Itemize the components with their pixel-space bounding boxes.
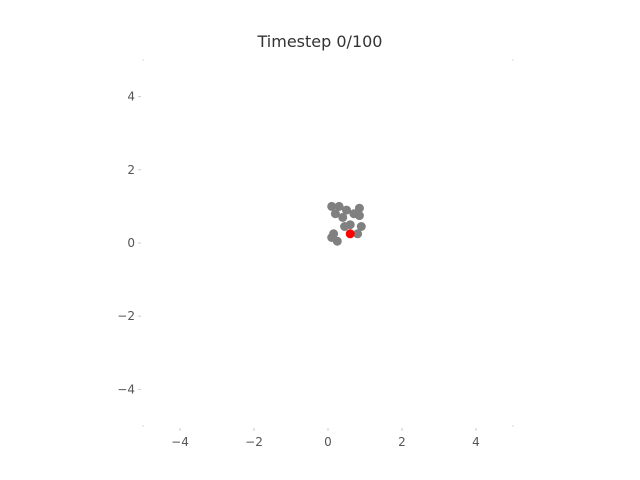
grey-data-point bbox=[354, 211, 364, 221]
axes-corner-mark bbox=[142, 59, 144, 61]
grey-data-point bbox=[338, 212, 348, 222]
y-tick-label: −4 bbox=[117, 382, 135, 396]
axes-corner-mark bbox=[512, 59, 514, 61]
x-tick-label: 0 bbox=[324, 435, 332, 449]
grey-data-point bbox=[332, 236, 342, 246]
y-tick-label: 4 bbox=[127, 90, 135, 104]
data-points bbox=[327, 201, 366, 246]
red-data-point bbox=[345, 229, 355, 239]
axis-ticks: −4 −2 0 2 4 −4 −2 0 2 4 bbox=[117, 59, 514, 449]
x-tick-label: 2 bbox=[398, 435, 406, 449]
chart-title: Timestep 0/100 bbox=[257, 32, 383, 51]
grey-data-point bbox=[353, 229, 363, 239]
axes-corner-mark bbox=[512, 425, 514, 427]
grey-data-point bbox=[356, 222, 366, 231]
grey-data-point bbox=[334, 201, 344, 211]
grey-data-point bbox=[330, 209, 340, 219]
x-tick-label: −2 bbox=[245, 435, 263, 449]
x-tick-label: −4 bbox=[171, 435, 189, 449]
grey-data-point bbox=[340, 222, 350, 231]
y-tick-label: 0 bbox=[127, 236, 135, 250]
x-tick-label: 4 bbox=[472, 435, 480, 449]
grey-data-point bbox=[354, 203, 364, 213]
y-tick-label: 2 bbox=[127, 163, 135, 177]
grey-data-point bbox=[342, 205, 351, 215]
axes-corner-mark bbox=[142, 425, 144, 427]
y-tick-label: −2 bbox=[117, 309, 135, 323]
grey-data-point bbox=[327, 201, 337, 211]
